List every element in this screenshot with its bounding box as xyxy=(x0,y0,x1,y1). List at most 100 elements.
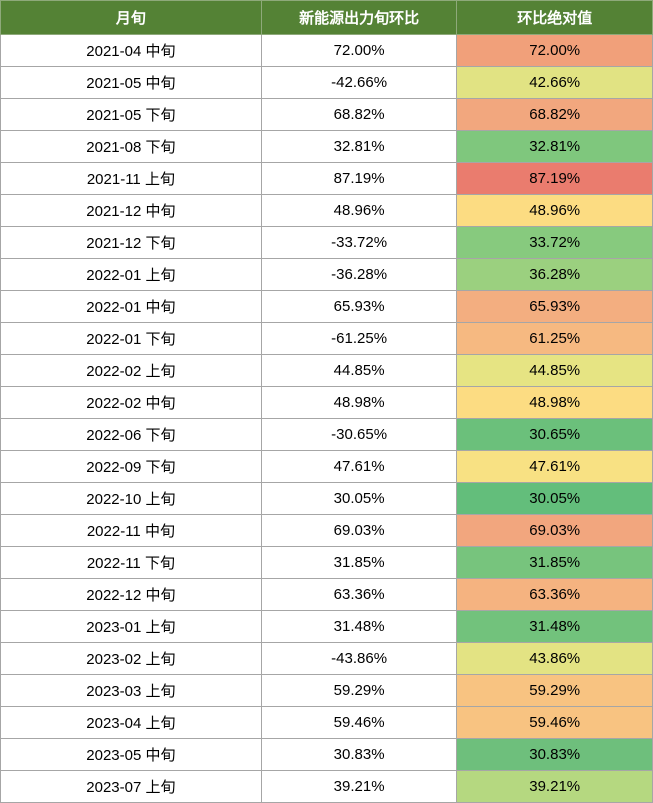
table-row: 2021-12 中旬48.96%48.96% xyxy=(1,195,653,227)
col-header-abs: 环比绝对值 xyxy=(457,1,653,35)
cell-abs: 30.05% xyxy=(457,483,653,515)
cell-mom: 68.82% xyxy=(261,99,457,131)
cell-mom: 48.98% xyxy=(261,387,457,419)
table-row: 2021-05 中旬-42.66%42.66% xyxy=(1,67,653,99)
col-header-period: 月旬 xyxy=(1,1,262,35)
table-row: 2021-11 上旬87.19%87.19% xyxy=(1,163,653,195)
cell-mom: 59.29% xyxy=(261,675,457,707)
cell-abs: 65.93% xyxy=(457,291,653,323)
cell-abs: 39.21% xyxy=(457,771,653,803)
table-row: 2021-05 下旬68.82%68.82% xyxy=(1,99,653,131)
cell-mom: 31.85% xyxy=(261,547,457,579)
cell-abs: 33.72% xyxy=(457,227,653,259)
table-row: 2022-12 中旬63.36%63.36% xyxy=(1,579,653,611)
cell-period: 2022-09 下旬 xyxy=(1,451,262,483)
cell-period: 2023-02 上旬 xyxy=(1,643,262,675)
cell-abs: 61.25% xyxy=(457,323,653,355)
cell-abs: 31.48% xyxy=(457,611,653,643)
cell-period: 2021-11 上旬 xyxy=(1,163,262,195)
table-row: 2022-01 中旬65.93%65.93% xyxy=(1,291,653,323)
cell-abs: 43.86% xyxy=(457,643,653,675)
table-row: 2023-03 上旬59.29%59.29% xyxy=(1,675,653,707)
cell-period: 2023-05 中旬 xyxy=(1,739,262,771)
cell-period: 2021-05 下旬 xyxy=(1,99,262,131)
cell-mom: 72.00% xyxy=(261,35,457,67)
table-row: 2023-02 上旬-43.86%43.86% xyxy=(1,643,653,675)
cell-mom: 30.05% xyxy=(261,483,457,515)
cell-period: 2022-01 下旬 xyxy=(1,323,262,355)
cell-period: 2023-07 上旬 xyxy=(1,771,262,803)
table-row: 2023-04 上旬59.46%59.46% xyxy=(1,707,653,739)
cell-mom: -30.65% xyxy=(261,419,457,451)
cell-mom: -43.86% xyxy=(261,643,457,675)
cell-abs: 32.81% xyxy=(457,131,653,163)
cell-period: 2022-10 上旬 xyxy=(1,483,262,515)
cell-abs: 72.00% xyxy=(457,35,653,67)
cell-period: 2022-11 下旬 xyxy=(1,547,262,579)
cell-mom: 63.36% xyxy=(261,579,457,611)
table-row: 2022-10 上旬30.05%30.05% xyxy=(1,483,653,515)
cell-abs: 30.83% xyxy=(457,739,653,771)
table-body: 2021-04 中旬72.00%72.00%2021-05 中旬-42.66%4… xyxy=(1,35,653,803)
cell-period: 2021-08 下旬 xyxy=(1,131,262,163)
table-row: 2021-08 下旬32.81%32.81% xyxy=(1,131,653,163)
cell-abs: 59.46% xyxy=(457,707,653,739)
table-row: 2022-06 下旬-30.65%30.65% xyxy=(1,419,653,451)
cell-period: 2022-02 上旬 xyxy=(1,355,262,387)
cell-abs: 30.65% xyxy=(457,419,653,451)
cell-period: 2023-03 上旬 xyxy=(1,675,262,707)
header-row: 月旬 新能源出力旬环比 环比绝对值 xyxy=(1,1,653,35)
col-header-mom: 新能源出力旬环比 xyxy=(261,1,457,35)
table-row: 2022-11 下旬31.85%31.85% xyxy=(1,547,653,579)
cell-mom: 32.81% xyxy=(261,131,457,163)
cell-period: 2022-01 上旬 xyxy=(1,259,262,291)
cell-mom: -42.66% xyxy=(261,67,457,99)
cell-abs: 47.61% xyxy=(457,451,653,483)
table-container: 月旬 新能源出力旬环比 环比绝对值 2021-04 中旬72.00%72.00%… xyxy=(0,0,653,803)
cell-abs: 63.36% xyxy=(457,579,653,611)
cell-abs: 87.19% xyxy=(457,163,653,195)
cell-mom: 39.21% xyxy=(261,771,457,803)
table-row: 2023-07 上旬39.21%39.21% xyxy=(1,771,653,803)
table-row: 2022-11 中旬69.03%69.03% xyxy=(1,515,653,547)
table-row: 2021-12 下旬-33.72%33.72% xyxy=(1,227,653,259)
table-row: 2022-09 下旬47.61%47.61% xyxy=(1,451,653,483)
cell-period: 2022-06 下旬 xyxy=(1,419,262,451)
cell-mom: 59.46% xyxy=(261,707,457,739)
cell-mom: 44.85% xyxy=(261,355,457,387)
cell-abs: 48.98% xyxy=(457,387,653,419)
cell-mom: -33.72% xyxy=(261,227,457,259)
cell-abs: 36.28% xyxy=(457,259,653,291)
cell-period: 2023-04 上旬 xyxy=(1,707,262,739)
cell-mom: 69.03% xyxy=(261,515,457,547)
cell-mom: -36.28% xyxy=(261,259,457,291)
cell-period: 2021-12 中旬 xyxy=(1,195,262,227)
cell-abs: 44.85% xyxy=(457,355,653,387)
cell-period: 2021-04 中旬 xyxy=(1,35,262,67)
cell-period: 2021-05 中旬 xyxy=(1,67,262,99)
cell-period: 2022-12 中旬 xyxy=(1,579,262,611)
cell-abs: 69.03% xyxy=(457,515,653,547)
cell-abs: 31.85% xyxy=(457,547,653,579)
cell-mom: 65.93% xyxy=(261,291,457,323)
cell-mom: 31.48% xyxy=(261,611,457,643)
cell-abs: 68.82% xyxy=(457,99,653,131)
cell-mom: -61.25% xyxy=(261,323,457,355)
cell-abs: 48.96% xyxy=(457,195,653,227)
table-row: 2023-05 中旬30.83%30.83% xyxy=(1,739,653,771)
cell-period: 2023-01 上旬 xyxy=(1,611,262,643)
cell-period: 2022-11 中旬 xyxy=(1,515,262,547)
table-row: 2022-02 上旬44.85%44.85% xyxy=(1,355,653,387)
cell-abs: 59.29% xyxy=(457,675,653,707)
cell-abs: 42.66% xyxy=(457,67,653,99)
table-row: 2022-01 上旬-36.28%36.28% xyxy=(1,259,653,291)
cell-period: 2022-02 中旬 xyxy=(1,387,262,419)
cell-period: 2022-01 中旬 xyxy=(1,291,262,323)
cell-mom: 30.83% xyxy=(261,739,457,771)
cell-mom: 48.96% xyxy=(261,195,457,227)
cell-period: 2021-12 下旬 xyxy=(1,227,262,259)
table-row: 2022-01 下旬-61.25%61.25% xyxy=(1,323,653,355)
table-row: 2022-02 中旬48.98%48.98% xyxy=(1,387,653,419)
table-row: 2023-01 上旬31.48%31.48% xyxy=(1,611,653,643)
cell-mom: 47.61% xyxy=(261,451,457,483)
